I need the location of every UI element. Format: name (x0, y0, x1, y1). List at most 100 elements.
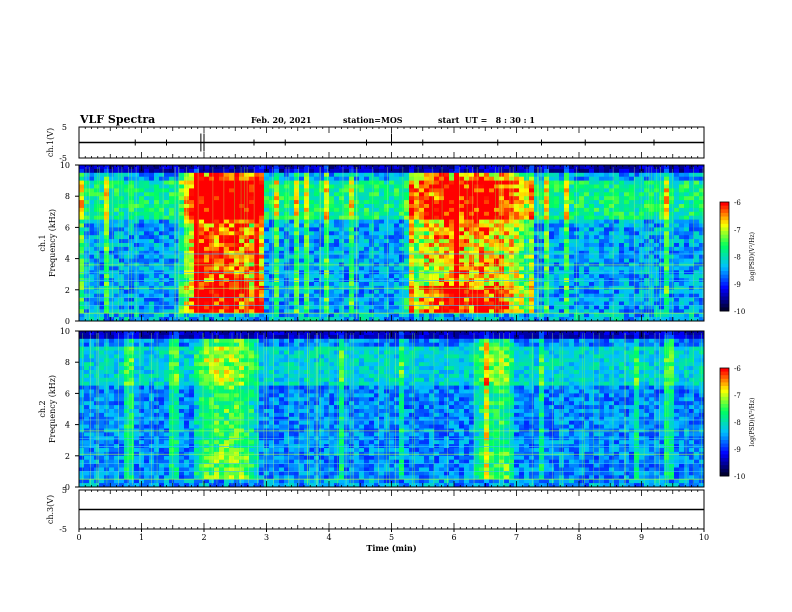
spectrogram-cell (139, 235, 145, 240)
spectrogram-cell (474, 309, 480, 314)
spectrogram-cell (229, 293, 235, 298)
spectrogram-cell (439, 250, 445, 256)
spectrogram-cell (159, 180, 165, 185)
spectrogram-cell (664, 254, 670, 259)
spectrogram-cell (314, 196, 320, 201)
spectrogram-cell (459, 184, 465, 189)
spectrogram-cell (284, 176, 290, 181)
spectrogram-cell (214, 200, 220, 205)
spectrogram-cell (379, 204, 385, 209)
spectrogram-cell (249, 168, 255, 174)
spectrogram-cell (174, 266, 180, 271)
spectrogram-cell (384, 239, 390, 244)
spectrogram-cell (434, 200, 440, 205)
spectrogram-cell (559, 192, 565, 197)
spectrogram-cell (509, 207, 515, 213)
spectrogram-cell (109, 235, 115, 240)
spectrogram-cell (494, 184, 500, 189)
spectrogram-cell (314, 211, 320, 217)
spectrogram-cell (89, 204, 95, 209)
spectrogram-cell (309, 254, 315, 259)
spectrogram-cell (274, 243, 280, 248)
spectrogram-cell (519, 223, 525, 228)
spectrogram-cell (654, 317, 660, 322)
spectrogram-cell (254, 301, 260, 306)
spectrogram-cell (699, 196, 705, 201)
spectrogram-cell (369, 309, 375, 314)
spectrogram-cell (639, 274, 645, 279)
spectrogram-cell (319, 196, 325, 201)
spectrogram-cell (694, 200, 700, 205)
spectrogram-cell (109, 176, 115, 181)
spectrogram-cell (194, 176, 200, 181)
spectrogram-cell (279, 180, 285, 185)
spectrogram-cell (179, 297, 185, 302)
spectrogram-cell (504, 165, 510, 170)
spectrogram-cell (339, 192, 345, 197)
spectrogram-cell (139, 192, 145, 197)
spectrogram-cell (334, 317, 340, 322)
spectrogram-cell (539, 266, 545, 271)
spectrogram-cell (264, 204, 270, 209)
spectrogram-cell (409, 239, 415, 244)
spectrogram-cell (259, 192, 265, 197)
spectrogram-cell (419, 176, 425, 181)
spectrogram-cell (324, 184, 330, 189)
spectrogram-cell (249, 293, 255, 298)
spectrogram-cell (294, 168, 300, 174)
spectrogram-cell (394, 211, 400, 217)
spectrogram-cell (79, 215, 85, 220)
spectrogram-cell (289, 293, 295, 298)
spectrogram-cell (554, 254, 560, 259)
spectrogram-cell (234, 266, 240, 271)
spectrogram-cell (414, 231, 420, 236)
spectrogram-cell (109, 200, 115, 205)
spectrogram-cell (504, 200, 510, 205)
spectrogram-cell (604, 254, 610, 259)
spectrogram-cell (99, 266, 105, 271)
spectrogram-cell (159, 317, 165, 322)
spectrogram-cell (509, 180, 515, 185)
spectrogram-cell (84, 254, 90, 259)
spectrogram-cell (344, 266, 350, 271)
spectrogram-cell (624, 289, 630, 295)
spectrogram-cell (609, 207, 615, 213)
spectrogram-cell (689, 239, 695, 244)
spectrogram-cell (89, 305, 95, 310)
spectrogram-cell (529, 274, 535, 279)
spectrogram-cell (304, 258, 310, 263)
spectrogram-cell (249, 192, 255, 197)
spectrogram-cell (549, 215, 555, 220)
spectrogram-cell (319, 219, 325, 224)
spectrogram-cell (284, 207, 290, 213)
spectrogram-cell (684, 165, 690, 170)
spectrogram-cell (564, 297, 570, 302)
spectrogram-cell (434, 219, 440, 224)
spectrogram-cell (604, 301, 610, 306)
spectrogram-cell (434, 313, 440, 318)
spectrogram-cell (194, 184, 200, 189)
spectrogram-cell (529, 239, 535, 244)
spectrogram-cell (544, 200, 550, 205)
spectrogram-cell (79, 282, 85, 287)
spectrogram-cell (179, 196, 185, 201)
spectrogram-cell (544, 176, 550, 181)
spectrogram-cell (289, 282, 295, 287)
spectrogram-cell (604, 196, 610, 201)
spectrogram-cell (199, 313, 205, 318)
spectrogram-cell (204, 282, 210, 287)
spectrogram-cell (174, 168, 180, 174)
spectrogram-cell (219, 192, 225, 197)
spectrogram-cell (134, 219, 140, 224)
spectrogram-cell (469, 176, 475, 181)
spectrogram-cell (114, 239, 120, 244)
spectrogram-cell (114, 227, 120, 232)
spectrogram-cell (449, 266, 455, 271)
spectrogram-cell (439, 266, 445, 271)
spectrogram-cell (674, 219, 680, 224)
spectrogram-cell (549, 266, 555, 271)
spectrogram-cell (379, 207, 385, 213)
spectrogram-cell (584, 188, 590, 193)
spectrogram-cell (444, 301, 450, 306)
spectrogram-cell (289, 211, 295, 217)
